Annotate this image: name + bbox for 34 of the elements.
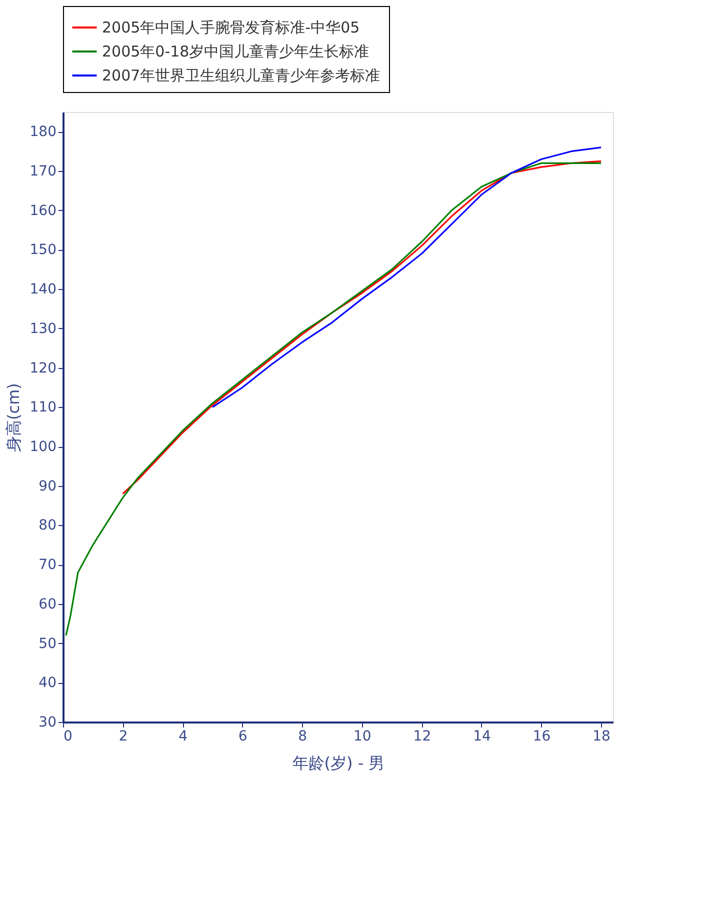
y-tick-label: 70	[38, 557, 56, 574]
legend-label: 2007年世界卫生组织儿童青少年参考标准	[102, 66, 380, 84]
y-tick-label: 130	[30, 320, 56, 337]
x-tick-label: 10	[354, 728, 372, 744]
x-tick-label: 16	[532, 728, 551, 744]
y-tick-label: 160	[30, 202, 56, 219]
y-tick-label: 150	[30, 242, 56, 258]
x-tick-label: 12	[413, 728, 432, 744]
x-tick-label: 18	[592, 728, 610, 744]
y-tick-label: 120	[30, 360, 56, 376]
x-axis-title: 年龄(岁) - 男	[292, 754, 385, 772]
x-tick-label: 14	[473, 728, 491, 744]
line-series	[65, 162, 602, 636]
y-tick-label: 80	[38, 518, 56, 534]
y-tick-label: 30	[38, 714, 56, 730]
y-tick-label: 40	[38, 675, 56, 692]
legend-label: 2005年0-18岁中国儿童青少年生长标准	[102, 42, 370, 60]
x-tick-label: 0	[64, 728, 72, 744]
x-tick-label: 4	[178, 728, 188, 744]
legend-label: 2005年中国人手腕骨发育标准-中华05	[102, 18, 360, 36]
line-series	[122, 160, 602, 495]
y-tick-label: 180	[30, 124, 56, 140]
y-tick-label: 60	[38, 596, 56, 612]
x-tick-label: 8	[298, 728, 308, 744]
y-tick-label: 100	[30, 439, 56, 456]
line-series	[212, 146, 602, 408]
x-tick-label: 2	[118, 728, 128, 744]
x-tick-label: 6	[238, 728, 248, 744]
y-axis-title: 身高(cm)	[4, 383, 23, 452]
y-tick-label: 110	[30, 400, 56, 416]
y-tick-label: 50	[38, 636, 56, 652]
y-tick-label: 90	[38, 478, 56, 494]
y-tick-label: 170	[30, 164, 56, 180]
y-tick-label: 140	[30, 282, 56, 298]
